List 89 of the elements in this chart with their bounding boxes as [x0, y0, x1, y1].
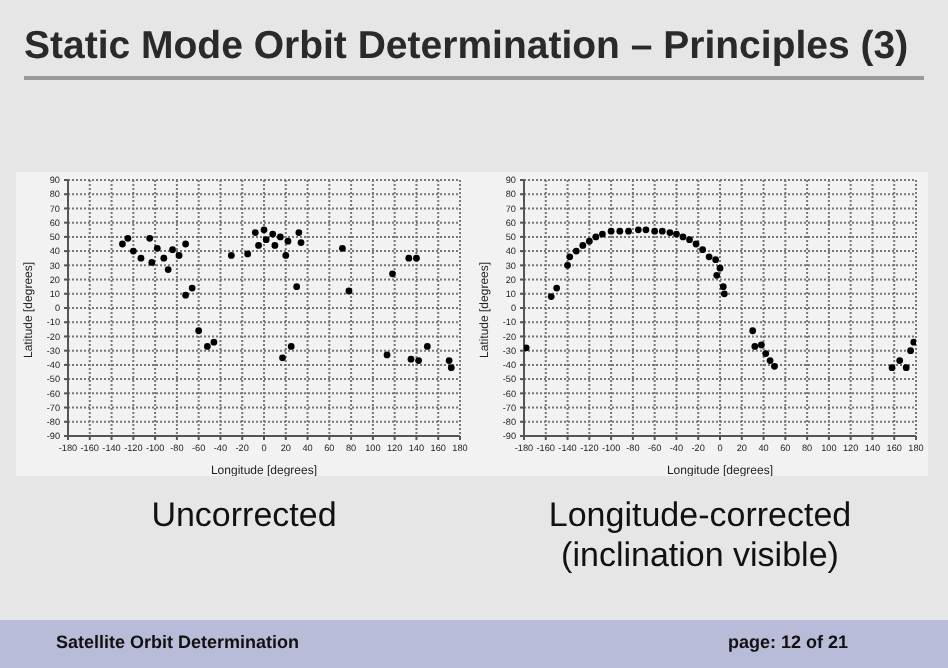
point — [169, 246, 176, 254]
point — [907, 347, 914, 355]
chart-title: Static Mode Orbit Determination – Principles (3) — [24, 24, 909, 70]
point — [564, 261, 571, 269]
point — [124, 234, 132, 242]
point — [276, 233, 284, 241]
point — [547, 293, 555, 300]
point — [553, 284, 561, 292]
point — [716, 264, 724, 272]
point — [182, 291, 189, 299]
point — [673, 230, 680, 238]
text: Uncorrected — [149, 496, 339, 536]
point — [153, 244, 161, 252]
text: page: 12 of 21 — [727, 632, 848, 652]
point — [692, 240, 700, 248]
point — [284, 237, 292, 245]
point — [255, 242, 262, 249]
point — [686, 236, 693, 244]
point — [712, 256, 720, 264]
point — [415, 357, 423, 364]
point — [129, 247, 137, 255]
point — [282, 252, 290, 259]
point — [271, 242, 279, 249]
point — [658, 227, 666, 235]
point — [182, 240, 189, 248]
point — [902, 364, 910, 372]
point — [713, 271, 721, 279]
point — [616, 227, 624, 235]
point — [888, 364, 896, 372]
point — [295, 229, 303, 236]
point — [297, 239, 305, 246]
point — [203, 343, 211, 350]
point — [413, 254, 420, 262]
text: Satellite Orbit Determination — [56, 632, 300, 652]
point — [607, 227, 615, 235]
point — [188, 284, 196, 292]
point — [766, 357, 774, 364]
point — [262, 236, 270, 244]
point — [195, 327, 203, 335]
point — [447, 364, 455, 372]
point — [407, 355, 415, 363]
point — [345, 287, 353, 295]
point — [566, 253, 574, 261]
point — [910, 338, 916, 346]
point — [260, 226, 268, 234]
point — [210, 338, 218, 346]
point — [160, 254, 168, 262]
point — [572, 247, 580, 255]
point — [771, 362, 778, 370]
point — [719, 283, 727, 291]
point — [164, 266, 172, 273]
point — [599, 230, 606, 238]
point — [524, 344, 530, 352]
point — [679, 233, 687, 241]
point — [896, 357, 904, 364]
point — [751, 343, 759, 350]
point — [227, 252, 235, 259]
point — [592, 233, 600, 241]
point — [175, 252, 183, 259]
point — [749, 327, 757, 335]
point — [705, 253, 713, 261]
point — [585, 237, 593, 245]
point — [339, 244, 346, 252]
point — [148, 259, 156, 266]
point — [634, 226, 642, 234]
text: Longitude-corrected (inclination visible) — [546, 496, 854, 576]
point — [423, 343, 431, 350]
point — [269, 230, 277, 238]
point — [389, 270, 396, 278]
point — [762, 350, 770, 357]
point — [146, 234, 154, 242]
point — [287, 343, 295, 350]
point — [119, 240, 126, 248]
point — [579, 242, 587, 249]
point — [244, 250, 252, 258]
point — [251, 229, 259, 236]
point — [625, 227, 632, 235]
point — [720, 290, 728, 298]
point — [383, 351, 391, 359]
point — [405, 254, 413, 262]
point — [445, 357, 453, 364]
point — [279, 354, 286, 362]
point — [666, 229, 674, 236]
point — [642, 226, 650, 234]
point — [137, 254, 145, 262]
point — [293, 283, 301, 291]
point — [651, 227, 659, 235]
point — [757, 341, 765, 349]
point — [699, 246, 706, 254]
